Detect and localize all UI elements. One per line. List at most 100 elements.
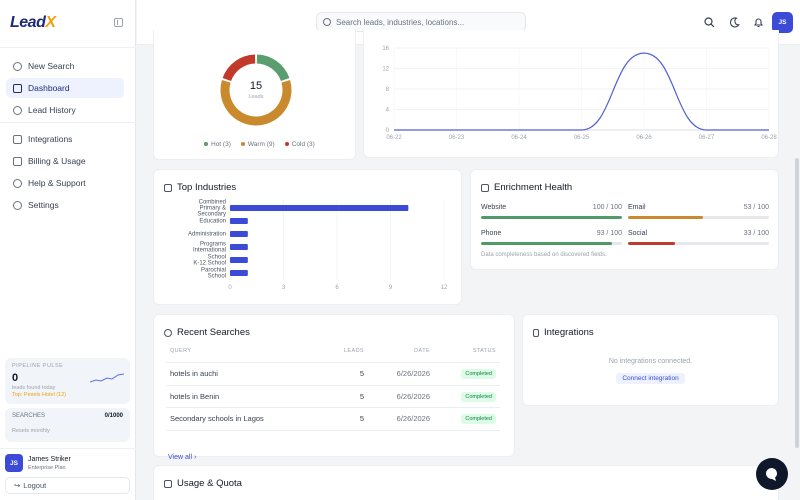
industry-bar[interactable] (230, 257, 248, 263)
donut-slice-hot[interactable] (256, 54, 290, 82)
global-search[interactable] (316, 12, 526, 32)
sidebar-item-billing[interactable]: Billing & Usage (6, 151, 124, 171)
cell-query: hotels in auchi (166, 362, 324, 386)
enrichment-fill (628, 216, 703, 219)
search-icon (323, 18, 331, 26)
enrichment-track (628, 242, 769, 245)
scroll-thumb[interactable] (795, 158, 799, 448)
donut-slice-warm[interactable] (220, 80, 292, 126)
sidebar-item-new-search[interactable]: New Search (6, 56, 124, 76)
page-scrollbar[interactable] (794, 46, 800, 500)
view-all-link[interactable]: View all › (168, 454, 197, 461)
pulse-title: PIPELINE PULSE (12, 363, 64, 369)
search-icon (13, 61, 22, 71)
table-row[interactable]: hotels in auchi 5 6/26/2026 Completed (166, 362, 500, 386)
industry-bar[interactable] (230, 244, 248, 250)
grid-icon (13, 83, 22, 93)
bell-icon[interactable] (753, 17, 764, 28)
enrichment-value: 100 / 100 (592, 204, 622, 211)
link-icon (13, 134, 22, 144)
logout-icon: ↪ (14, 481, 21, 490)
x-tick-label: 06-26 (636, 135, 652, 141)
category-label: School (208, 274, 226, 280)
category-label: Secondary (197, 212, 226, 218)
enrichment-fill (481, 216, 622, 219)
legend-cold: Cold (3) (284, 141, 315, 148)
pulse-value: 0 (12, 372, 19, 384)
searches-subtitle: Resets monthly (12, 428, 50, 434)
enrichment-value: 93 / 100 (596, 230, 622, 237)
col-status: STATUS (434, 348, 500, 363)
donut-slice-cold[interactable] (222, 54, 256, 82)
sidebar-item-lead-history[interactable]: Lead History (6, 100, 124, 120)
chat-button[interactable] (756, 458, 788, 490)
lead-donut-chart: 15 Leads (220, 54, 292, 126)
user-avatar[interactable]: JS (5, 454, 23, 472)
industry-bar[interactable] (230, 218, 248, 224)
y-tick-label: 12 (382, 67, 389, 73)
moon-icon[interactable] (729, 17, 740, 28)
enrichment-title: Enrichment Health (481, 182, 572, 193)
logout-button[interactable]: ↪ Logout (5, 477, 130, 494)
plug-icon (533, 328, 539, 337)
sidebar-item-help[interactable]: Help & Support (6, 173, 124, 193)
y-tick-label: 8 (386, 87, 390, 93)
pipeline-pulse-card: PIPELINE PULSE 0 leads found today Top: … (5, 358, 130, 404)
leads-trend-card: 16 12 8 4 0 06-22 06-23 06-24 06-25 06-26 06-27 06-… (363, 30, 779, 158)
integrations-card: Integrations No integrations connected. … (522, 314, 779, 406)
card-icon (13, 156, 22, 166)
app-logo[interactable]: LeadX (10, 14, 56, 31)
sidebar: LeadX New Search Dashboard Lead History … (0, 0, 136, 500)
x-tick-label: 6 (335, 285, 339, 291)
sidebar-item-dashboard[interactable]: Dashboard (6, 78, 124, 98)
industry-bar[interactable] (230, 270, 248, 276)
connect-integration-button[interactable]: Connect integration (616, 373, 685, 384)
gear-icon (13, 200, 22, 210)
cell-leads: 5 (323, 407, 371, 431)
search-icon (164, 328, 172, 337)
status-badge: Completed (461, 369, 496, 380)
category-label: Programs (200, 242, 226, 248)
status-badge: Completed (461, 414, 496, 425)
sidebar-divider (0, 448, 136, 449)
cell-leads: 5 (323, 362, 371, 386)
enrichment-health-card: Enrichment Health Website 100 / 100 Email 5… (470, 169, 779, 270)
x-tick-label: 06-22 (386, 135, 402, 141)
donut-legend: Hot (3) Warm (9) Cold (3) (204, 141, 315, 148)
category-label: Parochial (201, 268, 226, 274)
category-label: School (208, 255, 226, 261)
legend-hot: Hot (3) (204, 141, 231, 148)
help-icon (13, 178, 22, 188)
col-leads: LEADS (323, 348, 371, 363)
sidebar-item-integrations[interactable]: Integrations (6, 129, 124, 149)
search-input[interactable] (336, 17, 516, 27)
category-label: Administration (188, 232, 226, 238)
x-tick-label: 06-28 (761, 135, 777, 141)
table-row[interactable]: hotels in Benin 5 6/26/2026 Completed (166, 385, 500, 408)
table-row[interactable]: Secondary schools in Lagos 5 6/26/2026 Comp… (166, 407, 500, 431)
cell-date: 6/26/2026 (370, 362, 435, 386)
header-user-avatar[interactable]: JS (772, 12, 793, 33)
sidebar-collapse-icon[interactable] (114, 18, 123, 27)
integrations-title: Integrations (533, 327, 594, 338)
enrichment-label: Email (628, 204, 646, 211)
col-query: QUERY (166, 348, 324, 363)
cell-query: hotels in Benin (166, 385, 324, 408)
enrichment-fill (481, 242, 613, 245)
industry-bar[interactable] (230, 205, 409, 211)
x-tick-label: 06-27 (699, 135, 715, 141)
search-icon[interactable] (704, 17, 715, 28)
cell-leads: 5 (323, 385, 371, 408)
industry-bar[interactable] (230, 231, 248, 237)
enrichment-track (481, 242, 622, 245)
sidebar-item-settings[interactable]: Settings (6, 195, 124, 215)
category-label: Education (199, 219, 226, 225)
leads-series-line (394, 52, 769, 131)
pulse-top-lead: Top: Pexels Hotel (12) (12, 392, 67, 398)
enrichment-fill (628, 242, 675, 245)
category-label: International (193, 248, 226, 254)
enrichment-note: Data completeness based on discovered fi… (481, 252, 607, 258)
pulse-subtitle: leads found today (12, 385, 56, 391)
usage-title: Usage & Quota (164, 478, 242, 489)
usage-quota-card: Usage & Quota (153, 465, 779, 500)
